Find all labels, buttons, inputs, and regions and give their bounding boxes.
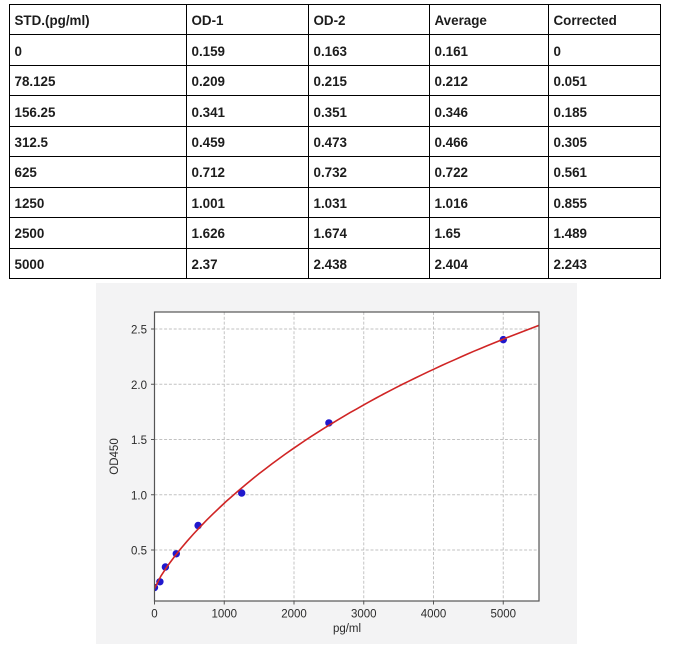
svg-text:1.0: 1.0	[131, 490, 147, 502]
svg-text:1.5: 1.5	[131, 435, 147, 447]
svg-text:OD450: OD450	[109, 438, 121, 474]
svg-text:2.5: 2.5	[131, 325, 147, 337]
svg-text:1000: 1000	[211, 609, 237, 621]
svg-text:4000: 4000	[421, 609, 447, 621]
svg-text:0: 0	[151, 609, 157, 621]
svg-text:0.5: 0.5	[131, 546, 147, 558]
svg-text:3000: 3000	[351, 609, 377, 621]
svg-text:5000: 5000	[490, 609, 516, 621]
svg-text:2.0: 2.0	[131, 380, 147, 392]
svg-text:2000: 2000	[281, 609, 307, 621]
svg-text:pg/ml: pg/ml	[333, 623, 361, 635]
